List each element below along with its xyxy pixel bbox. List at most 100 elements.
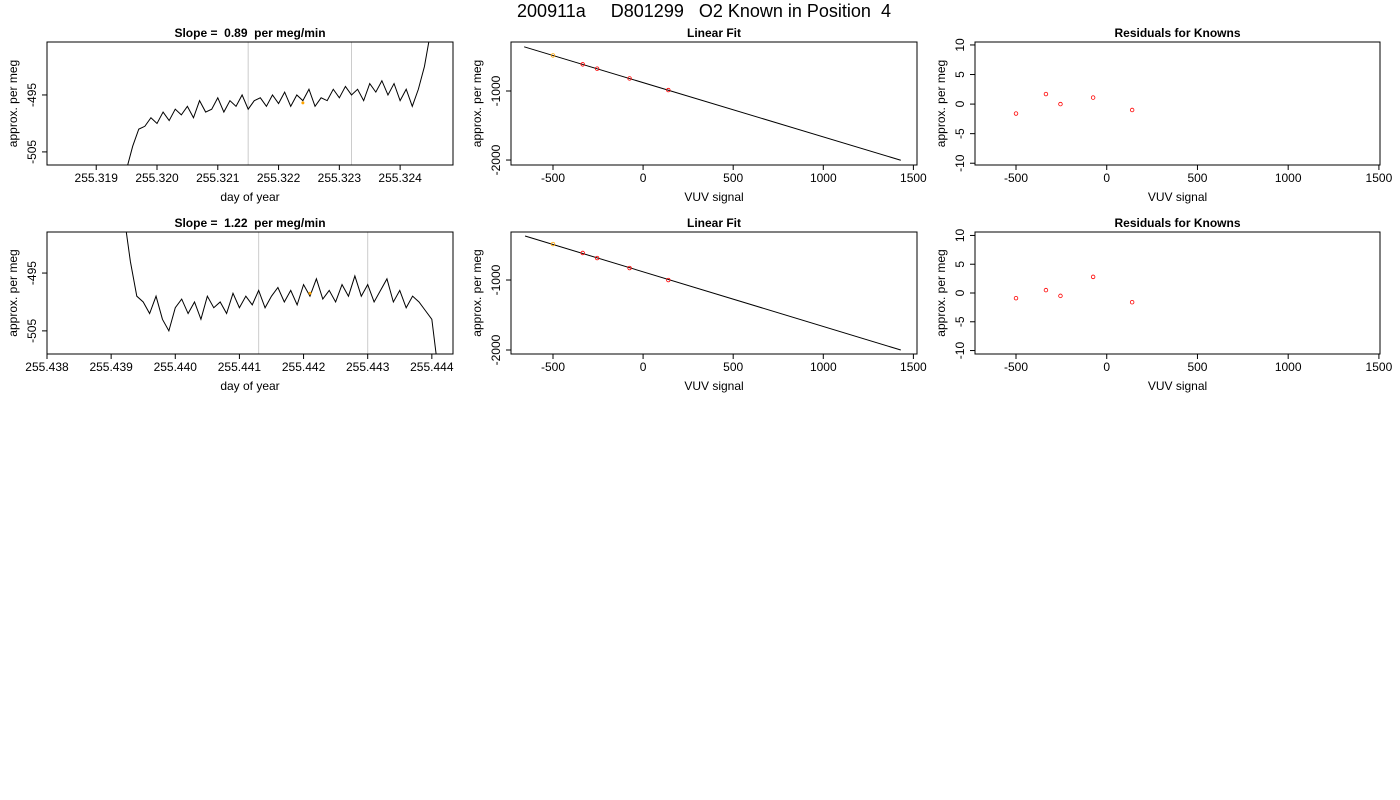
point — [1090, 274, 1096, 280]
x-tick-label: 255.438 — [25, 360, 69, 374]
x-tick-label: 255.320 — [135, 171, 179, 185]
y-tick-label: 5 — [953, 71, 967, 78]
x-tick-label: 255.324 — [378, 171, 422, 185]
point — [594, 66, 600, 71]
x-tick-label: 1500 — [900, 171, 927, 185]
x-tick-label: -500 — [541, 171, 565, 185]
plot-area — [524, 235, 901, 351]
data-line — [127, 42, 430, 165]
x-axis-label: VUV signal — [1148, 379, 1207, 393]
x-axis-label: day of year — [220, 190, 279, 204]
y-axis-label: approx. per meg — [6, 249, 20, 336]
point — [1129, 107, 1135, 113]
plot-frame — [510, 41, 918, 166]
fit-line — [524, 46, 901, 161]
panel-title: Residuals for Knowns — [1114, 216, 1240, 230]
point — [666, 277, 671, 283]
y-tick-label: -505 — [25, 140, 39, 164]
x-tick-label: 0 — [640, 360, 647, 374]
x-tick-label: 255.439 — [89, 360, 133, 374]
y-tick-label: -10 — [953, 154, 967, 172]
y-tick-label: -5 — [953, 128, 967, 139]
y-tick-label: -505 — [25, 319, 39, 343]
x-tick-label: -500 — [1004, 171, 1028, 185]
y-tick-label: -1000 — [489, 75, 503, 106]
x-tick-label: 255.321 — [196, 171, 240, 185]
y-tick-label: 0 — [953, 289, 967, 296]
point — [1013, 295, 1019, 301]
x-tick-label: 1500 — [900, 360, 927, 374]
x-tick-label: 1000 — [810, 360, 837, 374]
x-tick-label: 255.442 — [282, 360, 326, 374]
y-axis-label: approx. per meg — [470, 60, 484, 147]
point — [594, 255, 600, 261]
plot-area — [524, 46, 901, 161]
x-tick-label: -500 — [541, 360, 565, 374]
y-axis-label: approx. per meg — [934, 249, 948, 336]
highlight-point — [301, 101, 305, 105]
panel-title: Slope = 0.89 per meg/min — [174, 26, 325, 40]
panel: Linear Fit VUV signal approx. per meg -500 0… — [470, 26, 927, 204]
point — [580, 250, 585, 256]
y-tick-label: -2000 — [489, 334, 503, 365]
data-line — [125, 232, 437, 354]
y-tick-label: -495 — [25, 261, 39, 285]
point — [550, 53, 556, 58]
x-tick-label: 500 — [723, 171, 743, 185]
panel: Slope = 1.22 per meg/min day of year appro… — [6, 216, 454, 393]
x-axis-label: VUV signal — [1148, 190, 1207, 204]
x-tick-label: 0 — [1103, 360, 1110, 374]
y-axis-label: approx. per meg — [934, 60, 948, 147]
point — [627, 265, 632, 271]
x-tick-label: 1000 — [1275, 360, 1302, 374]
y-tick-label: -10 — [953, 342, 967, 360]
y-tick-label: 10 — [953, 38, 967, 52]
plot-area — [1013, 91, 1135, 116]
point — [1013, 111, 1019, 116]
y-axis-label: approx. per meg — [6, 60, 20, 147]
point — [580, 62, 585, 67]
plot-frame — [46, 41, 454, 166]
panel: Slope = 0.89 per meg/min day of year appro… — [6, 26, 454, 204]
highlight-point — [308, 291, 312, 295]
x-tick-label: 0 — [1103, 171, 1110, 185]
plot-frame — [46, 231, 454, 355]
y-tick-label: -495 — [25, 83, 39, 107]
panel-title: Slope = 1.22 per meg/min — [174, 216, 325, 230]
x-tick-label: 255.319 — [75, 171, 119, 185]
x-tick-label: 1500 — [1366, 171, 1393, 185]
y-tick-label: 0 — [953, 100, 967, 107]
y-tick-label: -2000 — [489, 144, 503, 175]
x-axis-label: VUV signal — [684, 379, 743, 393]
x-axis-label: day of year — [220, 379, 279, 393]
point — [1058, 293, 1063, 299]
panel: Residuals for Knowns VUV signal approx. pe… — [934, 26, 1392, 204]
panel: Residuals for Knowns VUV signal approx. pe… — [934, 216, 1392, 393]
x-tick-label: -500 — [1004, 360, 1028, 374]
point — [1058, 101, 1063, 107]
x-tick-label: 500 — [1187, 171, 1207, 185]
y-tick-label: 10 — [953, 228, 967, 242]
point — [1090, 95, 1096, 100]
x-axis-label: VUV signal — [684, 190, 743, 204]
plot-area — [125, 232, 437, 354]
y-tick-label: -5 — [953, 316, 967, 327]
plot-frame — [974, 231, 1381, 355]
point — [666, 87, 671, 93]
panel-title: Linear Fit — [687, 216, 741, 230]
point — [1043, 287, 1049, 293]
x-tick-label: 500 — [723, 360, 743, 374]
x-tick-label: 255.441 — [218, 360, 262, 374]
page-title: 200911a D801299 O2 Known in Position 4 — [517, 1, 891, 21]
panel-title: Linear Fit — [687, 26, 741, 40]
point — [1043, 91, 1049, 97]
x-tick-label: 1000 — [1275, 171, 1302, 185]
panel: Linear Fit VUV signal approx. per meg -500 0… — [470, 216, 927, 393]
point — [1129, 300, 1135, 305]
y-axis-label: approx. per meg — [470, 249, 484, 336]
plot-area — [127, 42, 430, 165]
x-tick-label: 1500 — [1366, 360, 1393, 374]
x-tick-label: 255.444 — [410, 360, 454, 374]
plot-frame — [974, 41, 1381, 166]
fit-line — [524, 235, 901, 351]
